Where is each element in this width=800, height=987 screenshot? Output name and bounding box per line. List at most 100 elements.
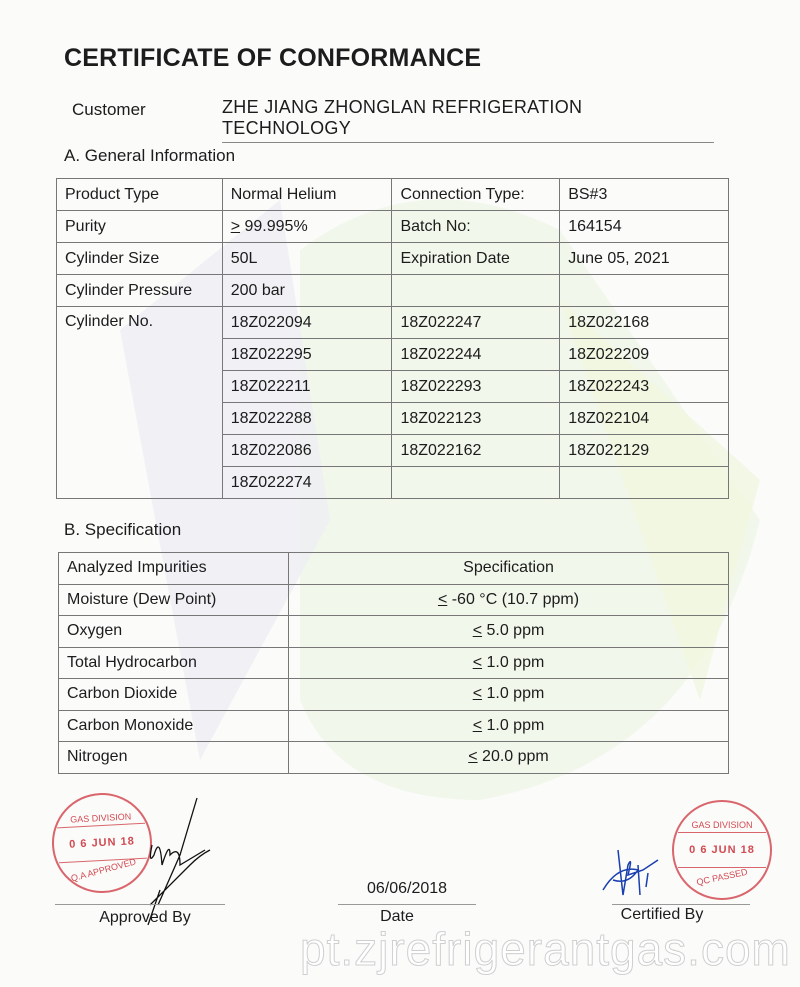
spec-limit: < 1.0 ppm <box>288 646 729 679</box>
spec-limit: < 20.0 ppm <box>288 741 729 774</box>
date-line <box>338 904 476 905</box>
impurity-name: Moisture (Dew Point) <box>58 583 289 616</box>
spec-header-row: Analyzed Impurities Specification <box>58 552 729 585</box>
field-value: 164154 <box>559 210 729 243</box>
table-row: Cylinder Size 50L Expiration Date June 05, … <box>56 242 729 275</box>
greater-equal-symbol: > <box>230 217 241 235</box>
customer-name: ZHE JIANG ZHONGLAN REFRIGERATION TECHNOL… <box>222 97 714 143</box>
approved-by-label: Approved By <box>99 909 191 926</box>
cylinder-number: 18Z022168 <box>559 306 729 339</box>
field-value: 200 bar <box>221 274 393 307</box>
site-watermark: pt.zjrefrigerantgas.com <box>300 923 791 976</box>
cylinder-number <box>559 466 729 499</box>
cylinder-number: 18Z022244 <box>391 338 561 371</box>
stamp-date: 0 6 JUN 18 <box>678 832 766 868</box>
cylinder-number: 18Z022129 <box>559 434 729 467</box>
field-label: Connection Type: <box>391 178 561 211</box>
qc-passed-stamp: GAS DIVISION 0 6 JUN 18 QC PASSED <box>672 800 772 900</box>
spec-value: 1.0 ppm <box>482 716 545 734</box>
less-equal-symbol: < <box>437 590 448 608</box>
field-label <box>391 274 561 307</box>
cylinder-row: Cylinder No. 18Z022094 18Z022247 18Z022168 <box>56 306 729 499</box>
impurity-name: Carbon Dioxide <box>58 678 289 711</box>
cylinder-number: 18Z022123 <box>391 402 561 435</box>
spec-limit: < -60 °C (10.7 ppm) <box>288 583 729 616</box>
certified-by-line <box>612 904 750 905</box>
field-value: Normal Helium <box>221 178 393 211</box>
table-row: Purity > 99.995% Batch No: 164154 <box>56 210 729 243</box>
cylinder-number: 18Z022295 <box>221 338 393 371</box>
purity-value: > 99.995% <box>221 210 393 243</box>
field-value: 50L <box>221 242 393 275</box>
customer-label: Customer <box>72 100 146 119</box>
cylinder-number: 18Z022288 <box>221 402 393 435</box>
impurity-name: Total Hydrocarbon <box>58 646 289 679</box>
cylinder-number: 18Z022243 <box>559 370 729 403</box>
field-value: BS#3 <box>559 178 729 211</box>
less-equal-symbol: < <box>472 622 483 640</box>
spec-row: Oxygen < 5.0 ppm <box>58 615 729 648</box>
spec-value: 5.0 ppm <box>482 622 545 640</box>
page-title: CERTIFICATE OF CONFORMANCE <box>64 44 482 72</box>
cylinder-number: 18Z022247 <box>391 306 561 339</box>
field-label: Batch No: <box>391 210 561 243</box>
cylinder-row: 18Z022274 <box>57 466 729 499</box>
cylinder-row: 18Z022211 18Z022293 18Z022243 <box>57 370 729 403</box>
cylinder-number: 18Z022209 <box>559 338 729 371</box>
cylinder-row: 18Z022295 18Z022244 18Z022209 <box>57 338 729 371</box>
spec-value: 1.0 ppm <box>482 685 545 703</box>
general-info-heading: A. General Information <box>64 146 236 165</box>
table-row: Cylinder Pressure 200 bar <box>56 274 729 307</box>
general-info-table: Product Type Normal Helium Connection Type… <box>56 178 729 499</box>
cylinder-row: 18Z022288 18Z022123 18Z022104 <box>57 402 729 435</box>
table-row: Product Type Normal Helium Connection Type… <box>56 178 729 211</box>
impurity-name: Oxygen <box>58 615 289 648</box>
spec-limit: < 5.0 ppm <box>288 615 729 648</box>
signed-date: 06/06/2018 <box>366 880 448 897</box>
certified-by-label: Certified By <box>620 906 704 923</box>
specification-header: Specification <box>288 552 729 585</box>
cylinder-number: 18Z022293 <box>391 370 561 403</box>
approved-by-line <box>55 904 225 905</box>
spec-row: Carbon Dioxide < 1.0 ppm <box>58 678 729 711</box>
spec-row: Total Hydrocarbon < 1.0 ppm <box>58 646 729 679</box>
cylinder-no-label: Cylinder No. <box>56 306 223 499</box>
field-label: Cylinder Pressure <box>56 274 223 307</box>
impurity-name: Carbon Monoxide <box>58 709 289 742</box>
spec-limit: < 1.0 ppm <box>288 709 729 742</box>
field-value <box>559 274 729 307</box>
cylinder-number: 18Z022211 <box>221 370 393 403</box>
cylinder-number: 18Z022094 <box>221 306 393 339</box>
spec-value: 20.0 ppm <box>477 748 549 766</box>
field-label: Product Type <box>56 178 223 211</box>
date-label: Date <box>380 908 414 925</box>
cylinder-number: 18Z022104 <box>559 402 729 435</box>
specification-heading: B. Specification <box>64 520 182 539</box>
field-label: Expiration Date <box>391 242 561 275</box>
cylinder-number: 18Z022086 <box>221 434 393 467</box>
less-equal-symbol: < <box>468 748 478 766</box>
spec-value: 1.0 ppm <box>482 653 545 671</box>
certifier-signature <box>602 849 659 896</box>
field-label: Cylinder Size <box>56 242 223 275</box>
cylinder-number <box>391 466 561 499</box>
spec-row: Nitrogen < 20.0 ppm <box>58 741 729 774</box>
spec-value: -60 °C (10.7 ppm) <box>447 590 580 608</box>
cylinder-number: 18Z022274 <box>221 466 393 499</box>
field-label: Purity <box>56 210 223 243</box>
spec-limit: < 1.0 ppm <box>288 678 729 711</box>
stamp-division: GAS DIVISION <box>691 820 753 830</box>
spec-row: Moisture (Dew Point) < -60 °C (10.7 ppm) <box>58 583 729 616</box>
purity-number: 99.995% <box>244 217 308 235</box>
less-equal-symbol: < <box>472 685 483 703</box>
cylinder-number: 18Z022162 <box>391 434 561 467</box>
impurity-name: Nitrogen <box>58 741 289 774</box>
less-equal-symbol: < <box>472 716 483 734</box>
less-equal-symbol: < <box>472 653 483 671</box>
field-value: June 05, 2021 <box>559 242 729 275</box>
spec-row: Carbon Monoxide < 1.0 ppm <box>58 709 729 742</box>
impurities-header: Analyzed Impurities <box>58 552 289 585</box>
approver-signature <box>147 797 211 925</box>
specification-table: Analyzed Impurities Specification Moisture… <box>58 552 729 774</box>
